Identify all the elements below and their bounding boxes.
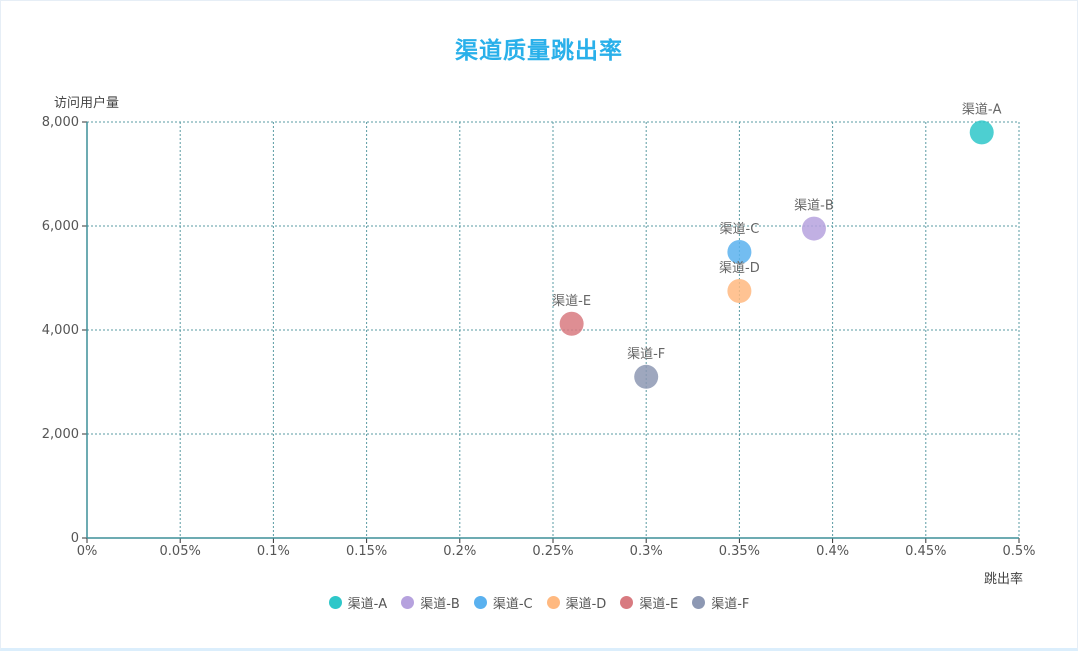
legend-marker bbox=[473, 596, 487, 609]
legend-item[interactable]: 渠道-C bbox=[473, 593, 533, 612]
data-point bbox=[634, 364, 659, 389]
legend-label: 渠道-B bbox=[420, 597, 460, 612]
data-point-label: 渠道-C bbox=[720, 222, 760, 237]
legend-label: 渠道-D bbox=[565, 597, 607, 612]
x-tick-label: 0.45% bbox=[905, 544, 946, 559]
x-tick-label: 0.2% bbox=[443, 544, 476, 559]
legend-item[interactable]: 渠道-B bbox=[401, 593, 460, 612]
chart-legend: 渠道-A 渠道-B 渠道-C 渠道-D 渠道-E 渠道-F bbox=[1, 593, 1077, 612]
x-tick-label: 0.5% bbox=[1002, 544, 1035, 559]
legend-item[interactable]: 渠道-F bbox=[692, 593, 749, 612]
data-point bbox=[727, 240, 752, 264]
data-point-label: 渠道-A bbox=[962, 102, 1002, 117]
legend-marker bbox=[620, 596, 634, 609]
data-point-label: 渠道-E bbox=[552, 294, 591, 309]
x-tick-label: 0.3% bbox=[630, 544, 663, 559]
y-tick-label: 6,000 bbox=[42, 219, 79, 234]
x-tick-label: 0.35% bbox=[719, 544, 760, 559]
legend-item[interactable]: 渠道-A bbox=[328, 593, 388, 612]
legend-item[interactable]: 渠道-E bbox=[620, 593, 678, 612]
x-tick-label: 0.25% bbox=[532, 544, 573, 559]
data-point bbox=[727, 279, 752, 303]
legend-item[interactable]: 渠道-D bbox=[546, 593, 607, 612]
data-point-label: 渠道-F bbox=[627, 347, 665, 362]
legend-marker bbox=[546, 596, 560, 609]
legend-marker bbox=[328, 596, 342, 609]
x-axis-title: 跳出率 bbox=[984, 571, 1023, 587]
legend-label: 渠道-F bbox=[711, 597, 750, 612]
legend-marker bbox=[692, 596, 706, 609]
legend-label: 渠道-A bbox=[347, 597, 388, 612]
y-axis-title: 访问用户量 bbox=[54, 95, 119, 111]
x-tick-label: 0.15% bbox=[346, 544, 387, 559]
x-tick-label: 0.4% bbox=[816, 544, 849, 559]
data-point-label: 渠道-D bbox=[719, 261, 760, 276]
legend-marker bbox=[401, 596, 415, 609]
x-tick-label: 0.05% bbox=[160, 544, 201, 559]
legend-label: 渠道-C bbox=[492, 597, 533, 612]
data-point-label: 渠道-B bbox=[794, 199, 834, 214]
x-tick-label: 0.1% bbox=[257, 544, 290, 559]
y-tick-label: 2,000 bbox=[42, 427, 79, 442]
data-point bbox=[801, 216, 826, 241]
x-tick-label: 0% bbox=[77, 544, 98, 559]
chart-title: 渠道质量跳出率 bbox=[455, 38, 623, 64]
y-tick-label: 8,000 bbox=[42, 115, 79, 130]
scatter-chart: 0% 0.05% 0.1% 0.15% 0.2% 0.25% 0.3% 0.35% 0.4% 0.… bbox=[42, 95, 1036, 587]
data-point bbox=[969, 120, 994, 145]
y-tick-label: 0 bbox=[71, 531, 79, 546]
legend-label: 渠道-E bbox=[639, 597, 679, 612]
data-point bbox=[559, 311, 584, 336]
y-tick-label: 4,000 bbox=[42, 323, 79, 338]
